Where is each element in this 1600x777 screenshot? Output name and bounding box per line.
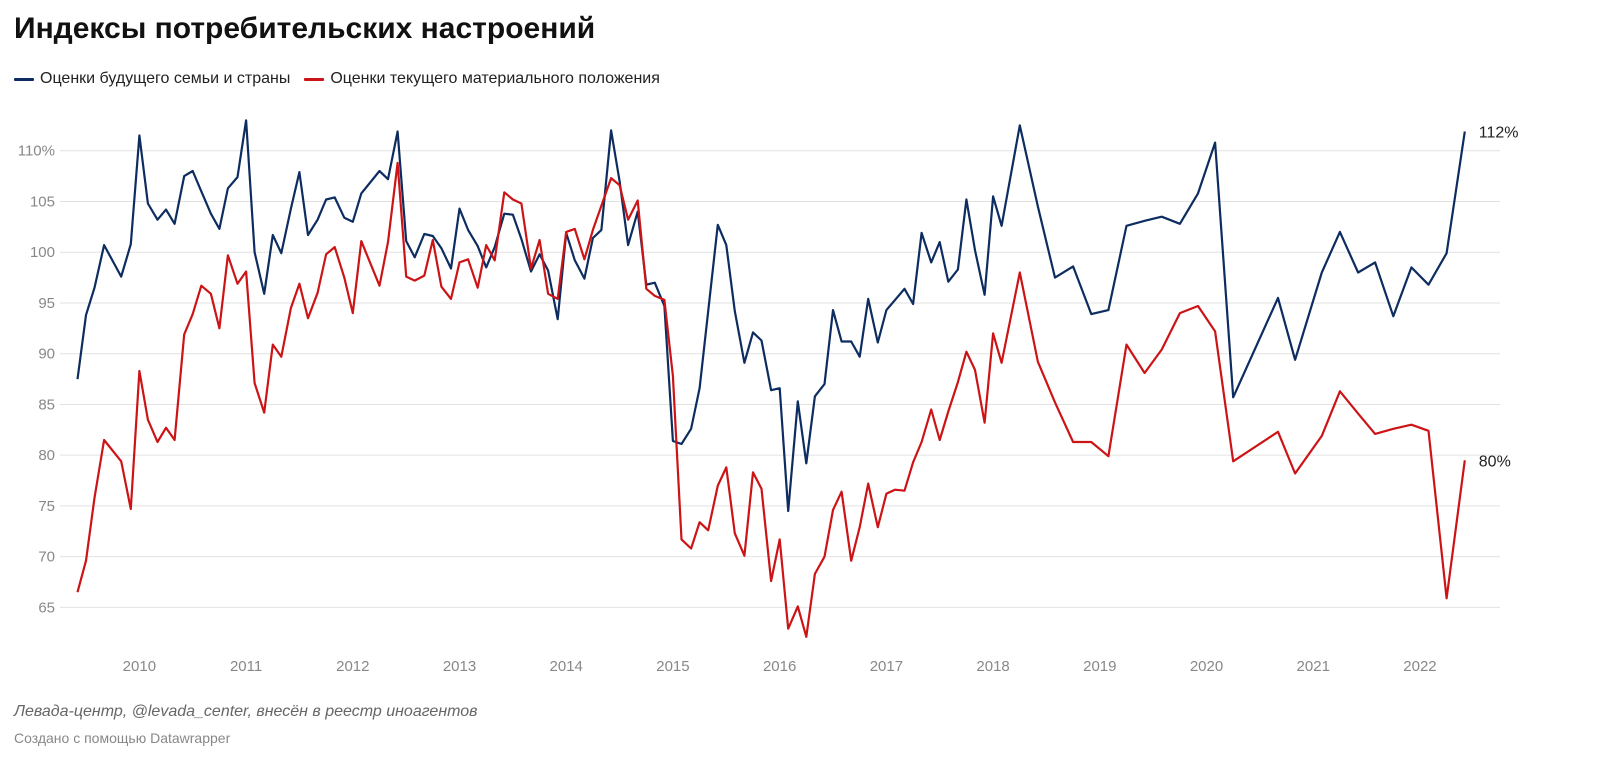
y-tick-label: 95	[38, 295, 55, 312]
legend-label-current: Оценки текущего материального положения	[330, 70, 660, 87]
y-tick-label: 85	[38, 396, 55, 413]
x-tick-label: 2022	[1403, 658, 1436, 675]
series-line-0	[76, 119, 1466, 513]
x-tick-label: 2021	[1297, 658, 1330, 675]
legend: Оценки будущего семьи и страны Оценки те…	[14, 70, 660, 88]
x-tick-label: 2014	[550, 658, 583, 675]
x-tick-label: 2020	[1190, 658, 1223, 675]
series-line-1	[76, 161, 1466, 638]
source-note: Левада-центр, @levada_center, внесён в р…	[14, 703, 478, 720]
legend-item-current: Оценки текущего материального положения	[304, 70, 660, 88]
x-tick-label: 2016	[763, 658, 796, 675]
x-tick-label: 2011	[230, 658, 262, 675]
chart-title: Индексы потребительских настроений	[14, 12, 596, 45]
x-tick-label: 2018	[976, 658, 1009, 675]
series-end-label: 80%	[1479, 453, 1511, 470]
credit-note: Создано с помощью Datawrapper	[14, 730, 231, 746]
y-tick-label: 75	[38, 498, 55, 515]
legend-swatch-current	[304, 77, 325, 81]
legend-swatch-future	[14, 77, 34, 81]
x-tick-label: 2012	[336, 658, 369, 675]
legend-label-future: Оценки будущего семьи и страны	[40, 70, 291, 87]
x-tick-label: 2013	[443, 658, 476, 675]
x-tick-label: 2010	[123, 658, 156, 675]
y-tick-label: 90	[38, 346, 55, 363]
line-chart: 65 70 75 80 85 90 95 100 105 110% 2010 2011 2012 2013…	[18, 119, 1519, 675]
x-tick-label: 2017	[870, 658, 903, 675]
series-end-label: 112%	[1479, 124, 1519, 141]
y-tick-label: 105	[30, 193, 55, 210]
x-tick-label: 2019	[1083, 658, 1116, 675]
x-tick-label: 2015	[656, 658, 689, 675]
y-tick-label: 100	[30, 244, 55, 261]
legend-item-future: Оценки будущего семьи и страны	[14, 70, 290, 88]
y-tick-label: 80	[38, 447, 55, 464]
y-tick-label: 110%	[18, 143, 55, 160]
y-tick-label: 65	[38, 599, 55, 616]
y-tick-label: 70	[38, 549, 55, 566]
